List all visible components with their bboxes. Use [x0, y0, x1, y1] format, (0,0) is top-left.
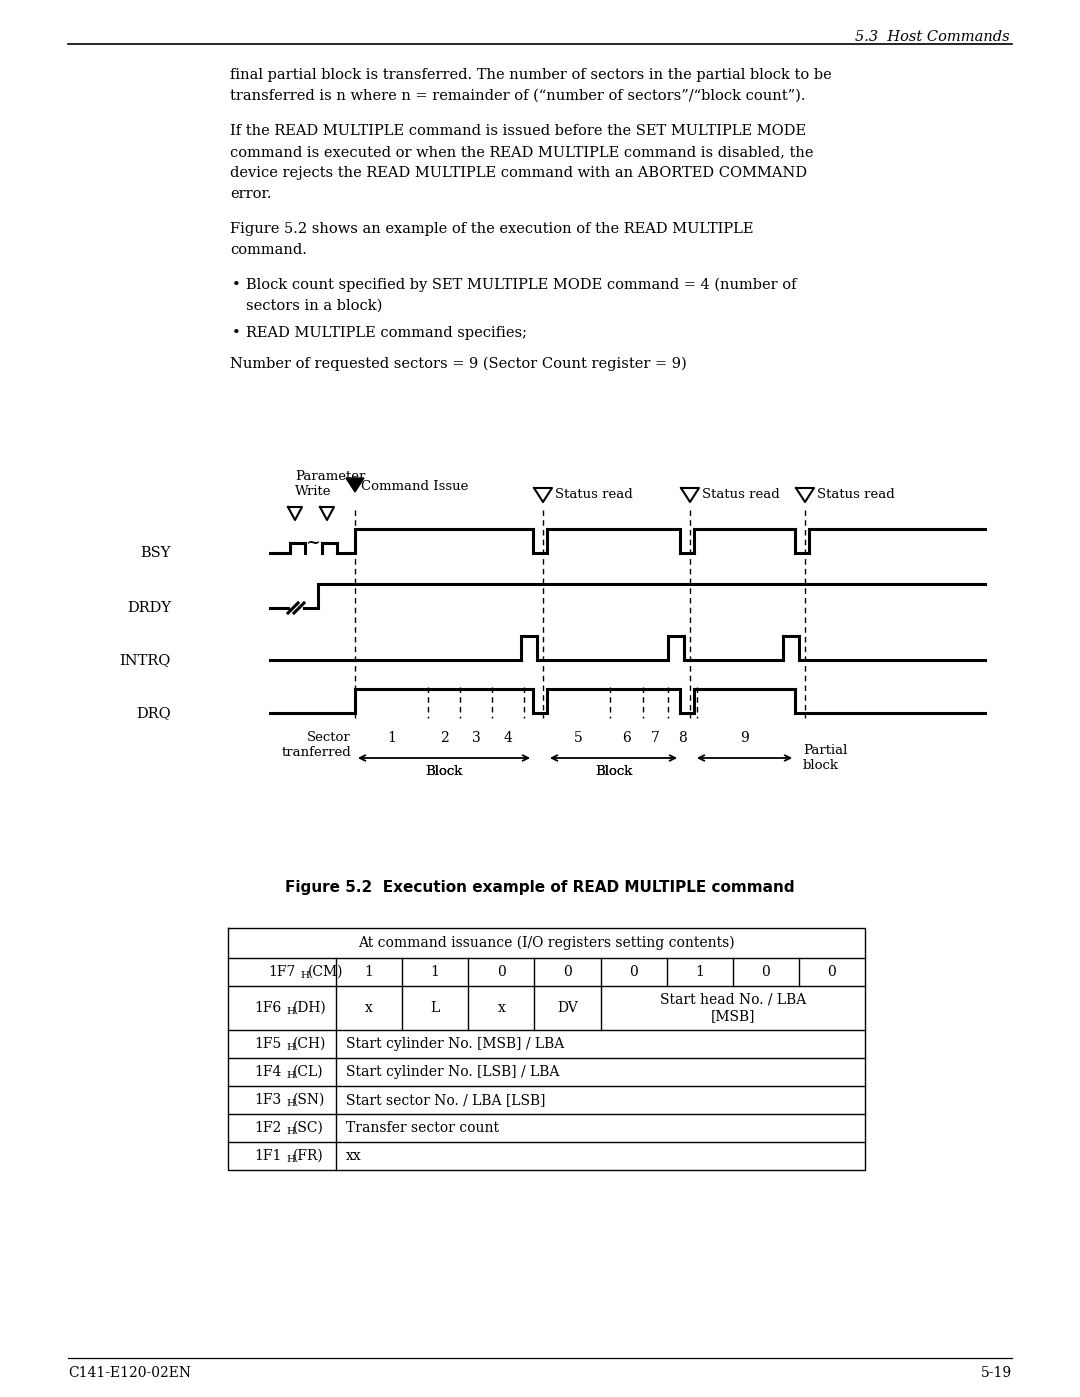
Text: H: H — [300, 971, 309, 981]
Text: 1: 1 — [431, 965, 440, 979]
Text: 3: 3 — [472, 731, 481, 745]
Text: 4: 4 — [503, 731, 512, 745]
Text: (SC): (SC) — [293, 1120, 324, 1134]
Text: command.: command. — [230, 243, 307, 257]
Text: H: H — [286, 1155, 295, 1165]
Text: Status read: Status read — [555, 489, 633, 502]
Text: 5: 5 — [575, 731, 583, 745]
Text: Start cylinder No. [MSB] / LBA: Start cylinder No. [MSB] / LBA — [346, 1037, 564, 1051]
Text: Transfer sector count: Transfer sector count — [346, 1120, 499, 1134]
Text: BSY: BSY — [140, 546, 171, 560]
Text: xx: xx — [346, 1148, 362, 1162]
Text: Status read: Status read — [816, 489, 894, 502]
Text: H: H — [286, 1099, 295, 1108]
Text: •: • — [232, 278, 241, 292]
Text: Block count specified by SET MULTIPLE MODE command = 4 (number of: Block count specified by SET MULTIPLE MO… — [246, 278, 797, 292]
Text: H: H — [286, 1071, 295, 1080]
Text: H: H — [286, 1007, 295, 1017]
Text: H: H — [286, 1127, 295, 1137]
Text: x: x — [498, 1002, 505, 1016]
Text: Sector
tranferred: Sector tranferred — [281, 731, 351, 759]
Text: final partial block is transferred. The number of sectors in the partial block t: final partial block is transferred. The … — [230, 68, 832, 82]
Text: 7: 7 — [651, 731, 660, 745]
Text: 5-19: 5-19 — [981, 1366, 1012, 1380]
Text: 1F6: 1F6 — [255, 1002, 282, 1016]
Text: 1F1: 1F1 — [254, 1148, 282, 1162]
Text: Command Issue: Command Issue — [361, 481, 469, 493]
Text: 0: 0 — [497, 965, 505, 979]
Text: •: • — [232, 326, 241, 339]
Text: command is executed or when the READ MULTIPLE command is disabled, the: command is executed or when the READ MUL… — [230, 145, 813, 159]
Text: 1: 1 — [696, 965, 704, 979]
Text: 6: 6 — [622, 731, 631, 745]
Text: 0: 0 — [630, 965, 638, 979]
Text: INTRQ: INTRQ — [120, 652, 171, 666]
Text: (FR): (FR) — [293, 1148, 324, 1162]
Text: (DH): (DH) — [293, 1002, 327, 1016]
Text: Figure 5.2 shows an example of the execution of the READ MULTIPLE: Figure 5.2 shows an example of the execu… — [230, 222, 754, 236]
Text: Block: Block — [426, 766, 462, 778]
Text: Block: Block — [595, 766, 632, 778]
Text: Start cylinder No. [LSB] / LBA: Start cylinder No. [LSB] / LBA — [346, 1065, 559, 1078]
Text: H: H — [286, 1044, 295, 1052]
Text: device rejects the READ MULTIPLE command with an ABORTED COMMAND: device rejects the READ MULTIPLE command… — [230, 166, 807, 180]
Text: DV: DV — [557, 1002, 578, 1016]
Text: 2: 2 — [440, 731, 448, 745]
Text: L: L — [431, 1002, 440, 1016]
Text: (CL): (CL) — [293, 1065, 324, 1078]
Text: (CH): (CH) — [293, 1037, 326, 1051]
Text: 1F5: 1F5 — [255, 1037, 282, 1051]
Text: Status read: Status read — [702, 489, 780, 502]
Text: If the READ MULTIPLE command is issued before the SET MULTIPLE MODE: If the READ MULTIPLE command is issued b… — [230, 124, 806, 138]
Text: 0: 0 — [761, 965, 770, 979]
Text: x: x — [365, 1002, 373, 1016]
Text: Start head No. / LBA
[MSB]: Start head No. / LBA [MSB] — [660, 993, 806, 1023]
Text: Parameter
Write: Parameter Write — [295, 469, 365, 497]
Text: Block: Block — [595, 766, 632, 778]
Text: C141-E120-02EN: C141-E120-02EN — [68, 1366, 191, 1380]
Text: Partial
block: Partial block — [804, 745, 848, 773]
Text: 9: 9 — [740, 731, 748, 745]
Text: error.: error. — [230, 187, 271, 201]
Text: 1F7: 1F7 — [268, 965, 296, 979]
Text: READ MULTIPLE command specifies;: READ MULTIPLE command specifies; — [246, 326, 527, 339]
Text: (SN): (SN) — [293, 1092, 325, 1106]
Text: 5.3  Host Commands: 5.3 Host Commands — [855, 29, 1010, 43]
Text: Block: Block — [426, 766, 462, 778]
Text: At command issuance (I/O registers setting contents): At command issuance (I/O registers setti… — [359, 936, 734, 950]
Text: 1: 1 — [387, 731, 396, 745]
Text: 0: 0 — [827, 965, 836, 979]
Text: 0: 0 — [563, 965, 571, 979]
Text: 1: 1 — [365, 965, 374, 979]
Text: 8: 8 — [678, 731, 687, 745]
Text: Figure 5.2  Execution example of READ MULTIPLE command: Figure 5.2 Execution example of READ MUL… — [285, 880, 795, 895]
Text: ~: ~ — [306, 534, 321, 552]
Text: 1F4: 1F4 — [254, 1065, 282, 1078]
Text: DRDY: DRDY — [126, 601, 171, 615]
Text: 1F2: 1F2 — [255, 1120, 282, 1134]
Text: Start sector No. / LBA [LSB]: Start sector No. / LBA [LSB] — [346, 1092, 545, 1106]
Polygon shape — [346, 478, 364, 492]
Text: 1F3: 1F3 — [255, 1092, 282, 1106]
Text: (CM): (CM) — [308, 965, 343, 979]
Text: sectors in a block): sectors in a block) — [246, 299, 382, 313]
Text: DRQ: DRQ — [136, 705, 171, 719]
Text: Number of requested sectors = 9 (Sector Count register = 9): Number of requested sectors = 9 (Sector … — [230, 358, 687, 372]
Text: transferred is n where n = remainder of (“number of sectors”/“block count”).: transferred is n where n = remainder of … — [230, 89, 806, 103]
